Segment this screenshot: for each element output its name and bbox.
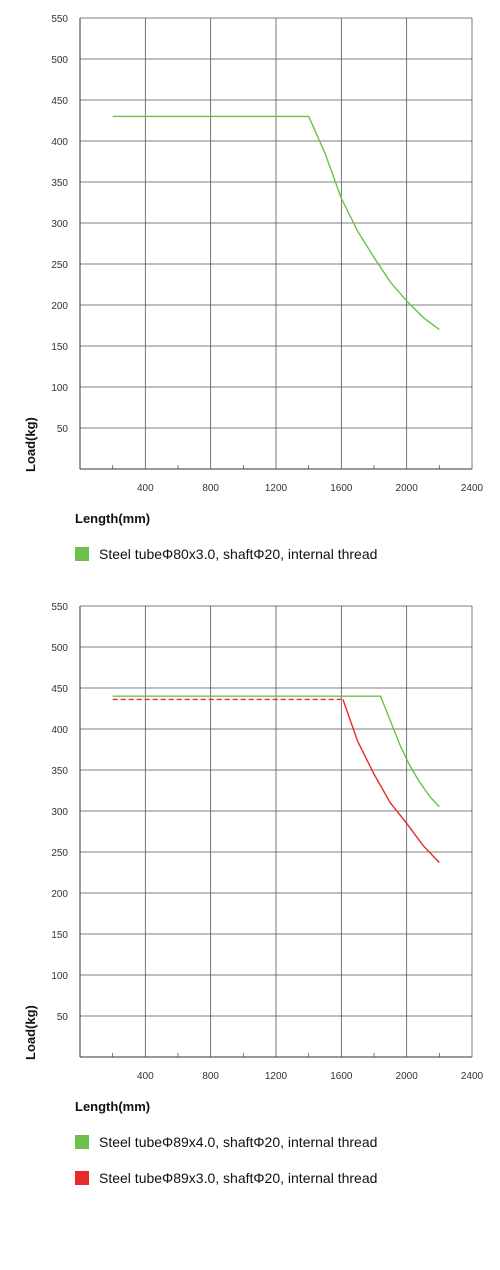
x-tick-label: 1200 — [265, 483, 288, 494]
y-tick-label: 300 — [51, 807, 68, 818]
y-tick-label: 100 — [51, 971, 68, 982]
y-tick-label: 550 — [51, 14, 68, 25]
x-tick-label: 1600 — [330, 483, 353, 494]
x-tick-label: 2000 — [396, 483, 419, 494]
y-tick-label: 500 — [51, 643, 68, 654]
y-tick-label: 100 — [51, 383, 68, 394]
y-tick-label: 300 — [51, 219, 68, 230]
legend-swatch-red — [75, 1171, 89, 1185]
x-axis-title: Length(mm) — [75, 1099, 150, 1114]
x-tick-label: 1600 — [330, 1071, 353, 1082]
legend-label: Steel tubeΦ80x3.0, shaftΦ20, internal th… — [99, 546, 378, 562]
y-tick-label: 350 — [51, 178, 68, 189]
y-tick-label: 550 — [51, 602, 68, 613]
y-tick-label: 250 — [51, 848, 68, 859]
load-chart-2: Length(mm) Load(kg) 50 100 150 200 250 300 350… — [23, 602, 484, 1114]
x-tick-label: 2000 — [396, 1071, 419, 1082]
y-tick-label: 400 — [51, 137, 68, 148]
y-tick-label: 150 — [51, 930, 68, 941]
series-line — [342, 699, 440, 864]
legend-item-1: Steel tubeΦ89x4.0, shaftΦ20, internal th… — [75, 1134, 377, 1150]
x-tick-label: 400 — [137, 483, 154, 494]
y-axis-title: Load(kg) — [23, 1005, 38, 1060]
y-tick-label: 400 — [51, 725, 68, 736]
y-tick-label: 200 — [51, 301, 68, 312]
x-tick-label: 1200 — [265, 1071, 288, 1082]
y-tick-label: 200 — [51, 889, 68, 900]
y-tick-label: 250 — [51, 260, 68, 271]
x-tick-label: 400 — [137, 1071, 154, 1082]
y-tick-label: 450 — [51, 96, 68, 107]
y-tick-label: 450 — [51, 684, 68, 695]
legend-item-2: Steel tubeΦ89x3.0, shaftΦ20, internal th… — [75, 1170, 377, 1186]
x-tick-label: 2400 — [461, 1071, 484, 1082]
series-line — [112, 115, 440, 331]
x-tick-label: 800 — [202, 1071, 219, 1082]
series-line — [112, 695, 440, 808]
y-tick-label: 150 — [51, 342, 68, 353]
y-tick-label: 350 — [51, 766, 68, 777]
load-chart-1: Length(mm) Load(kg) 50 100 150 200 250 300 350… — [23, 14, 484, 526]
y-tick-label: 50 — [57, 424, 69, 435]
y-axis-title: Load(kg) — [23, 417, 38, 472]
y-tick-label: 500 — [51, 55, 68, 66]
x-tick-label: 2400 — [461, 483, 484, 494]
legend-label: Steel tubeΦ89x4.0, shaftΦ20, internal th… — [99, 1134, 378, 1150]
legend-swatch-green — [75, 547, 89, 561]
x-tick-label: 800 — [202, 483, 219, 494]
legend-label: Steel tubeΦ89x3.0, shaftΦ20, internal th… — [99, 1170, 378, 1186]
y-tick-label: 50 — [57, 1012, 69, 1023]
x-axis-title: Length(mm) — [75, 511, 150, 526]
legend-item-1: Steel tubeΦ80x3.0, shaftΦ20, internal th… — [75, 546, 377, 562]
legend-swatch-green — [75, 1135, 89, 1149]
